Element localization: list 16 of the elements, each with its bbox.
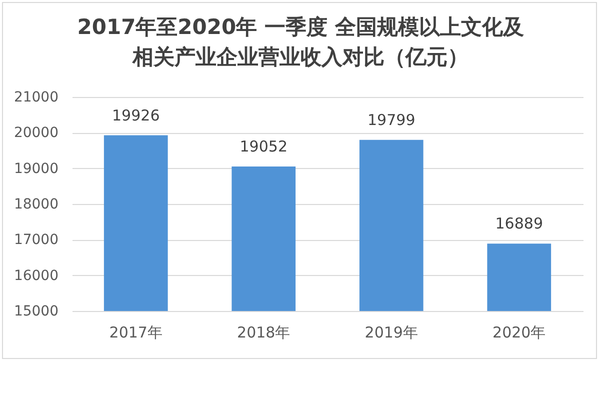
y-tick-label: 17000 (14, 232, 58, 248)
data-label: 19799 (368, 110, 416, 129)
x-tick-label: 2017年 (109, 324, 162, 342)
data-label: 19052 (240, 137, 288, 156)
x-tick-label: 2018年 (237, 324, 290, 342)
x-tick-label: 2020年 (492, 324, 546, 342)
y-tick-label: 15000 (14, 304, 58, 320)
y-tick-label: 18000 (14, 196, 58, 212)
data-label: 16889 (495, 214, 543, 233)
data-label: 19926 (112, 106, 160, 124)
y-tick-label: 16000 (14, 268, 58, 284)
y-tick-label: 19000 (14, 160, 58, 177)
chart-title: 2017年至2020年 一季度 全国规模以上文化及相关产业企业营业收入对比（亿元） (77, 15, 524, 69)
y-tick-label: 21000 (14, 90, 58, 106)
x-tick-label: 2019年 (364, 324, 418, 342)
y-tick-label: 20000 (14, 125, 58, 142)
